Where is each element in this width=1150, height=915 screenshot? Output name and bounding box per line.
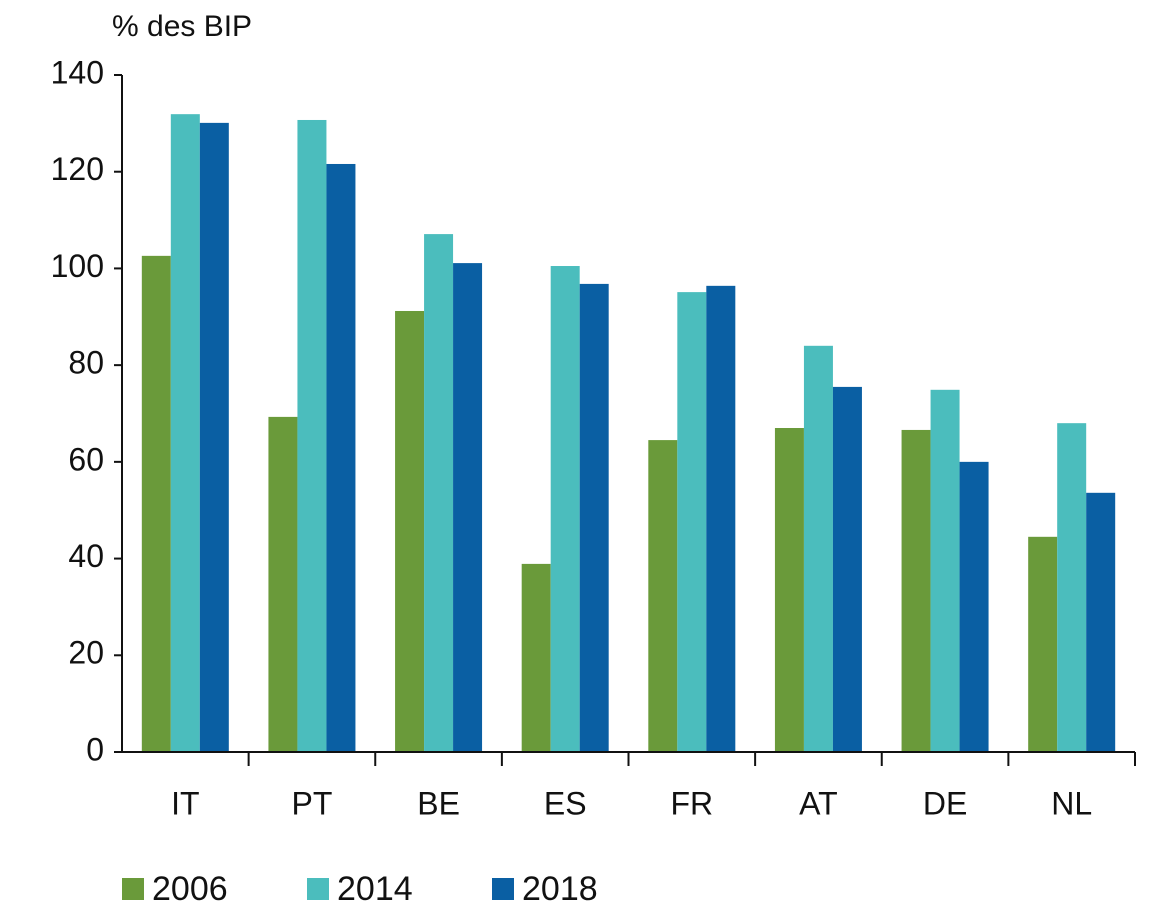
legend-label: 2014	[337, 870, 413, 908]
bar	[170, 114, 200, 752]
x-tick-label: NL	[1051, 785, 1092, 821]
legend-swatch	[492, 878, 514, 900]
x-tick-label: AT	[799, 785, 838, 821]
x-tick-label: PT	[291, 785, 332, 821]
x-tick-label: FR	[670, 785, 713, 821]
x-tick-label: DE	[923, 785, 967, 821]
x-tick-label: ES	[544, 785, 587, 821]
bar	[550, 266, 580, 752]
legend-swatch	[307, 878, 329, 900]
bar	[803, 345, 833, 752]
bar	[901, 429, 931, 752]
bar	[141, 255, 171, 752]
bar	[648, 440, 678, 752]
y-tick-label: 140	[51, 54, 104, 90]
legend-label: 2018	[522, 870, 598, 908]
bar	[1057, 423, 1087, 752]
legend-swatch	[122, 878, 144, 900]
bar	[677, 292, 707, 752]
bar	[579, 283, 609, 752]
bar	[930, 389, 960, 752]
legend-label: 2006	[152, 870, 228, 908]
bar	[326, 163, 356, 752]
bar	[959, 461, 989, 752]
y-tick-label: 60	[68, 441, 104, 477]
y-tick-label: 0	[86, 731, 104, 767]
bar	[297, 119, 327, 752]
bar	[832, 386, 862, 752]
x-tick-label: BE	[417, 785, 460, 821]
bar	[395, 310, 425, 752]
y-axis-label: % des BIP	[112, 10, 252, 43]
y-tick-label: 80	[68, 345, 104, 381]
bar	[199, 122, 229, 752]
bar	[774, 428, 804, 752]
x-tick-label: IT	[171, 785, 199, 821]
bar	[268, 416, 298, 752]
bar	[1028, 536, 1058, 752]
bar	[521, 563, 551, 752]
bar	[706, 285, 736, 752]
bar	[424, 234, 454, 753]
y-tick-label: 100	[51, 248, 104, 284]
y-tick-label: 20	[68, 635, 104, 671]
y-tick-label: 120	[51, 151, 104, 187]
bar	[1086, 492, 1116, 752]
bar	[453, 263, 483, 752]
y-tick-label: 40	[68, 538, 104, 574]
